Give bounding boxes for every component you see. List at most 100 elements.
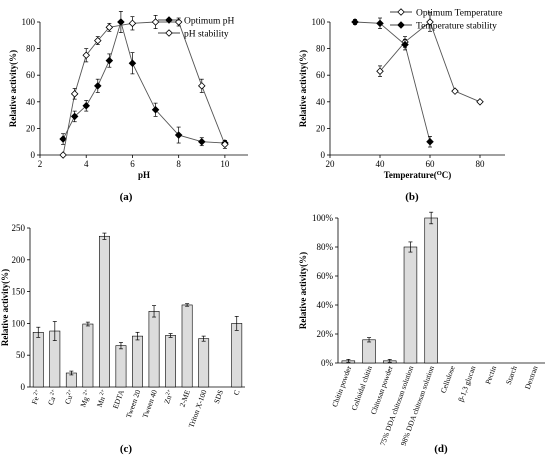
y-tick-label: 100 bbox=[12, 318, 26, 328]
bar bbox=[165, 335, 177, 388]
category-label: β-1,3 glucan bbox=[456, 364, 477, 403]
data-point bbox=[105, 23, 114, 32]
data-point bbox=[59, 135, 67, 143]
legend-label: Temperature stability bbox=[416, 22, 497, 32]
legend-marker bbox=[397, 21, 405, 29]
x-axis-label: Temperature(OC) bbox=[384, 170, 452, 180]
category-label: C bbox=[231, 389, 241, 397]
y-tick-label: 50 bbox=[16, 350, 26, 360]
bar bbox=[132, 335, 143, 388]
x-tick-label: 10 bbox=[220, 159, 230, 169]
category-label: Starch bbox=[504, 364, 519, 385]
legend-label: Optimum pH bbox=[184, 17, 235, 27]
data-point bbox=[151, 18, 160, 26]
data-point bbox=[82, 51, 90, 60]
data-point bbox=[476, 98, 484, 106]
data-point bbox=[351, 18, 359, 26]
y-tick-label: 40% bbox=[317, 300, 334, 310]
y-axis-label: Relative activity(%) bbox=[8, 50, 18, 127]
data-point bbox=[151, 106, 160, 114]
y-tick-label: 20% bbox=[317, 329, 334, 339]
data-point bbox=[401, 40, 409, 49]
data-point bbox=[59, 151, 67, 159]
data-point bbox=[426, 137, 434, 146]
category-label: Fe 2+ bbox=[30, 389, 43, 406]
data-point bbox=[70, 112, 79, 121]
data-point bbox=[451, 87, 459, 95]
data-point bbox=[117, 18, 125, 26]
data-point bbox=[82, 102, 90, 110]
bar bbox=[98, 235, 110, 388]
x-tick-label: 20 bbox=[326, 159, 336, 169]
data-point bbox=[376, 19, 384, 28]
y-tick-label: 0 bbox=[31, 150, 36, 160]
series-line-2 bbox=[354, 21, 431, 142]
y-tick-label: 60 bbox=[26, 70, 36, 80]
bar bbox=[424, 217, 438, 364]
legend-marker bbox=[397, 8, 405, 16]
data-point bbox=[94, 36, 102, 45]
y-tick-label: 20 bbox=[26, 123, 36, 133]
bar bbox=[181, 304, 193, 388]
category-label: Tween 40 bbox=[140, 388, 159, 419]
y-tick-label: 100 bbox=[312, 17, 326, 27]
category-label: Zn2+ bbox=[162, 389, 175, 405]
data-point bbox=[221, 140, 229, 149]
y-tick-label: 0 bbox=[321, 150, 326, 160]
panel-a: 0 20 40 60 80 100 2 4 6 8 10 pH Relative activity(%)… bbox=[8, 11, 248, 203]
y-tick-label: 80% bbox=[317, 242, 334, 252]
legend-label: pH stability bbox=[184, 30, 229, 40]
data-point bbox=[128, 19, 137, 28]
category-label: Dextran bbox=[523, 364, 540, 390]
y-tick-label: 250 bbox=[12, 223, 26, 233]
x-tick-label: 4 bbox=[84, 159, 89, 169]
panel-label: (d) bbox=[434, 443, 448, 455]
category-label: Mg 2+ bbox=[78, 389, 92, 409]
bar bbox=[32, 332, 44, 388]
bar bbox=[231, 323, 243, 388]
legend-label: Optimum Temperature bbox=[416, 9, 502, 19]
x-tick-label: 2 bbox=[38, 159, 43, 169]
bar bbox=[148, 311, 160, 388]
bar bbox=[362, 339, 376, 364]
bar bbox=[115, 345, 127, 388]
x-tick-label: 8 bbox=[176, 159, 181, 169]
y-tick-label: 20 bbox=[316, 123, 326, 133]
data-point bbox=[94, 82, 102, 90]
category-label: Ca 2+ bbox=[46, 389, 60, 407]
x-axis-label: pH bbox=[138, 170, 150, 180]
y-tick-label: 60% bbox=[317, 271, 334, 281]
y-tick-label: 0% bbox=[321, 358, 334, 368]
y-tick-label: 80 bbox=[26, 44, 36, 54]
x-tick-label: 60 bbox=[426, 159, 436, 169]
data-point bbox=[198, 137, 206, 146]
panel-c: 0 50 100 150 200 250 Fe 2+Ca 2+Cu2+Mg 2+Mn 2+ E… bbox=[0, 223, 245, 455]
x-tick-label: 80 bbox=[476, 159, 486, 169]
category-label: Tween 20 bbox=[124, 388, 143, 419]
category-label: Pectin bbox=[483, 364, 498, 385]
legend-marker bbox=[165, 16, 173, 24]
category-label: SDS bbox=[212, 389, 225, 405]
data-point bbox=[174, 131, 183, 139]
y-tick-label: 80 bbox=[316, 44, 326, 54]
series-line-1 bbox=[379, 21, 481, 103]
x-tick-label: 6 bbox=[130, 159, 135, 169]
legend-marker bbox=[165, 29, 173, 37]
data-point bbox=[128, 59, 137, 67]
y-tick-label: 150 bbox=[12, 287, 26, 297]
y-axis-label: Relative activity(%) bbox=[298, 50, 308, 127]
x-tick-label: 40 bbox=[376, 159, 386, 169]
y-tick-label: 40 bbox=[26, 97, 36, 107]
data-point bbox=[70, 90, 79, 98]
bar bbox=[403, 246, 418, 364]
category-label: Colloidal chitin bbox=[349, 364, 374, 411]
y-tick-label: 200 bbox=[12, 255, 26, 265]
y-tick-label: 100 bbox=[22, 17, 36, 27]
y-tick-label: 100% bbox=[312, 213, 334, 223]
category-label: Cu2+ bbox=[63, 389, 76, 406]
category-label: Cellulose bbox=[439, 364, 457, 394]
bar bbox=[198, 338, 210, 388]
series-line-2 bbox=[62, 21, 226, 156]
